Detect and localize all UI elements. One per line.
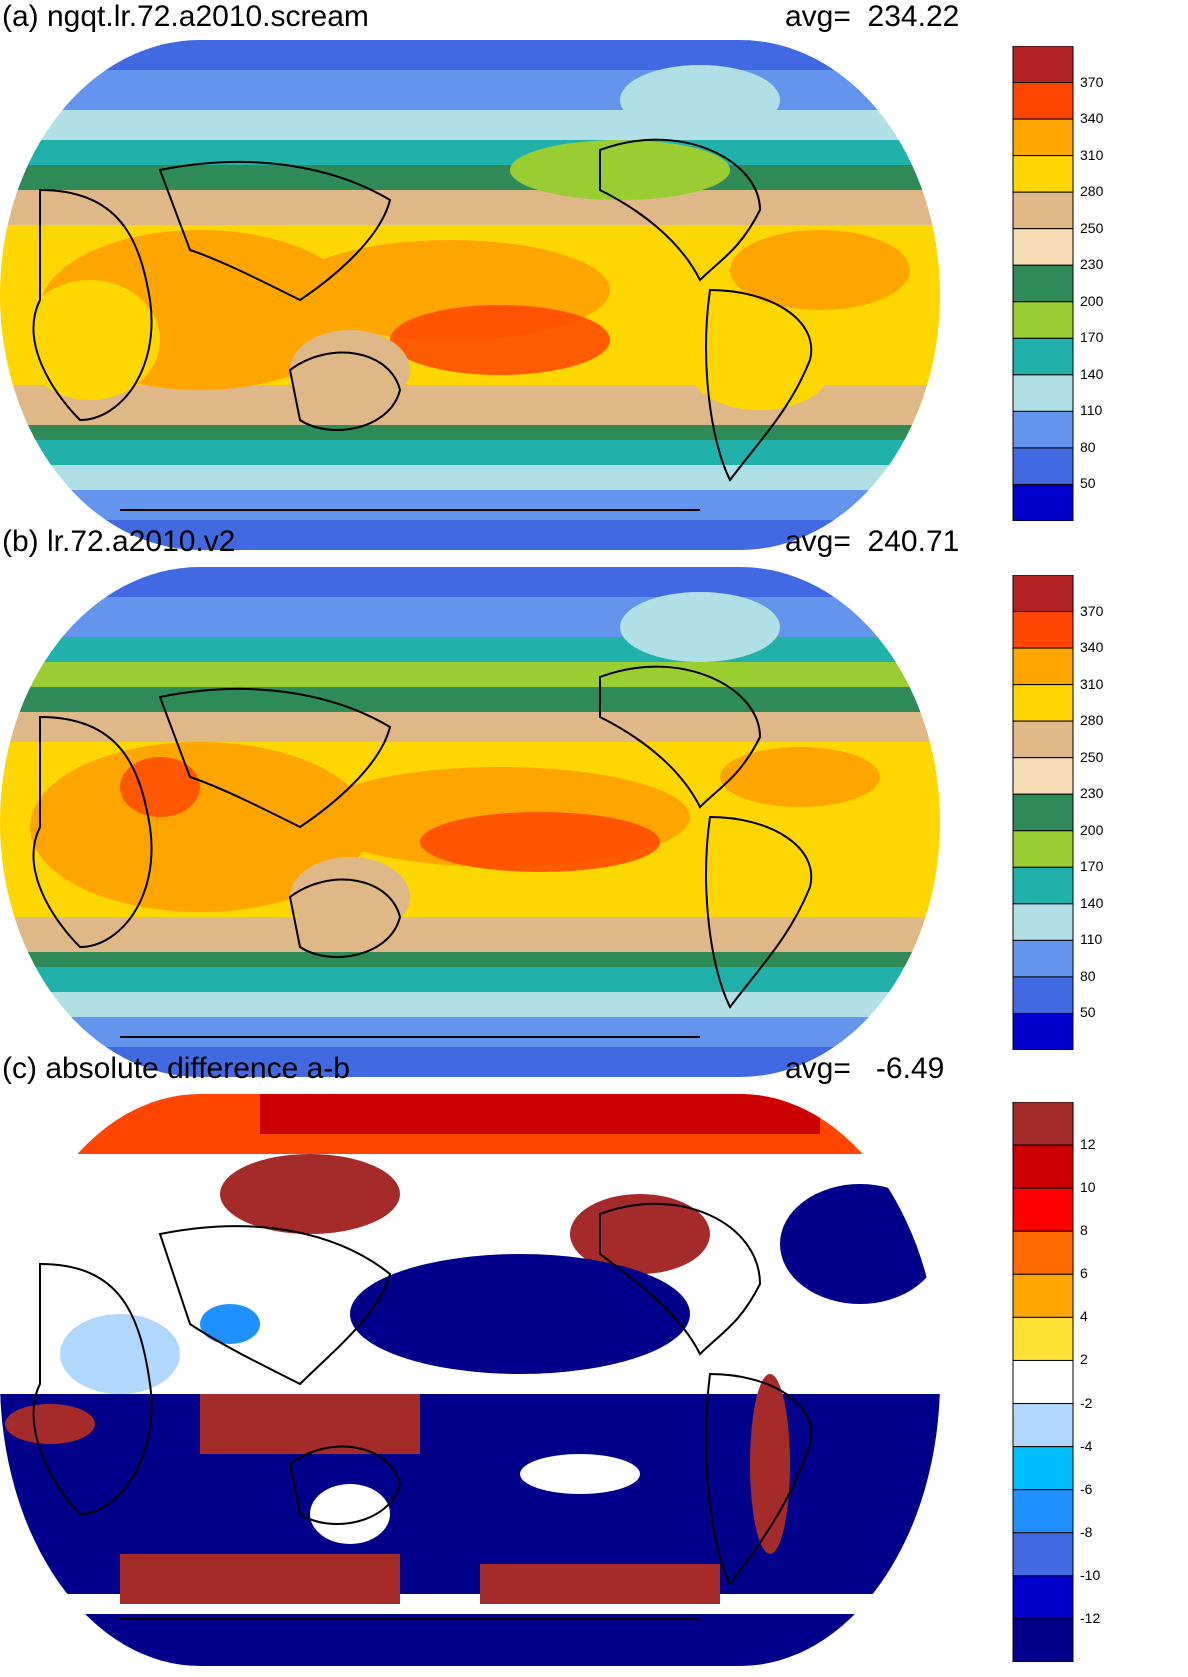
colorbar-swatch [1012, 793, 1074, 832]
colorbar-swatch [1012, 191, 1074, 230]
colorbar-panel-a [1012, 46, 1074, 521]
colorbar-level-label: 140 [1080, 365, 1104, 382]
colorbar-level-label: 340 [1080, 639, 1104, 656]
panel-average: avg= -6.49 [785, 1052, 945, 1085]
colorbar-level-label: -2 [1080, 1394, 1093, 1411]
colorbar-level-label: 200 [1080, 821, 1104, 838]
colorbar-level-label: 6 [1080, 1265, 1088, 1282]
colorbar-swatch [1012, 1532, 1074, 1577]
colorbar-level-label: -8 [1080, 1523, 1093, 1540]
colorbar-swatch [1012, 1446, 1074, 1491]
colorbar-level-label: -6 [1080, 1480, 1093, 1497]
colorbar-level-label: 280 [1080, 183, 1104, 200]
colorbar-swatch [1012, 1273, 1074, 1318]
panel-average: avg= 240.71 [785, 525, 960, 558]
colorbar-swatch [1012, 757, 1074, 795]
colorbar-level-label: 250 [1080, 748, 1104, 765]
colorbar-swatch [1012, 374, 1074, 412]
colorbar-level-label: 200 [1080, 292, 1104, 309]
colorbar-swatch [1012, 976, 1074, 1014]
colorbar-level-label: 50 [1080, 1004, 1096, 1021]
colorbar-swatch [1012, 337, 1074, 376]
colorbar-swatch [1012, 611, 1074, 649]
colorbar-swatch [1012, 1316, 1074, 1361]
colorbar-swatch [1012, 483, 1074, 521]
colorbar-panel-b [1012, 575, 1074, 1050]
colorbar-swatch [1012, 1102, 1074, 1146]
colorbar-level-label: 310 [1080, 675, 1104, 692]
colorbar-swatch [1012, 447, 1074, 485]
colorbar-level-label: 10 [1080, 1179, 1096, 1196]
colorbar-level-label: -10 [1080, 1566, 1101, 1583]
colorbar-swatch [1012, 410, 1074, 449]
colorbar-level-label: 140 [1080, 894, 1104, 911]
colorbar-level-label: 2 [1080, 1351, 1088, 1368]
colorbar-level-label: 370 [1080, 602, 1104, 619]
colorbar-swatch [1012, 720, 1074, 759]
colorbar-level-label: 50 [1080, 475, 1096, 492]
colorbar-level-label: 250 [1080, 219, 1104, 236]
colorbar-level-label: 230 [1080, 785, 1104, 802]
colorbar-level-label: 12 [1080, 1136, 1096, 1153]
panel-title: (a) ngqt.lr.72.a2010.scream [2, 0, 369, 33]
colorbar-level-label: 80 [1080, 438, 1096, 455]
colorbar-swatch [1012, 866, 1074, 905]
colorbar-level-label: 310 [1080, 146, 1104, 163]
colorbar-level-label: 4 [1080, 1308, 1088, 1325]
colorbar-labels-b: 370 340 310 280 250 230 200 170 140 110 80 50 [1080, 575, 1140, 1050]
colorbar-swatch [1012, 1187, 1074, 1232]
colorbar-level-label: 110 [1080, 931, 1103, 948]
colorbar-swatch [1012, 830, 1074, 868]
panel-c: (c) absolute difference a-b avg= -6.49 [0, 1052, 1188, 1672]
colorbar-level-label: 230 [1080, 256, 1104, 273]
colorbar-level-label: 110 [1080, 402, 1103, 419]
colorbar-level-label: 280 [1080, 712, 1104, 729]
panel-average: avg= 234.22 [785, 0, 960, 33]
map-panel-b [0, 567, 940, 1077]
panel-a: (a) ngqt.lr.72.a2010.scream avg= 234.22 [0, 0, 1188, 560]
colorbar-level-label: 8 [1080, 1222, 1088, 1239]
colorbar-swatch [1012, 684, 1074, 722]
colorbar-swatch [1012, 1230, 1074, 1275]
colorbar-level-label: 170 [1080, 329, 1104, 346]
colorbar-swatch [1012, 1489, 1074, 1534]
colorbar-swatch [1012, 301, 1074, 339]
panel-title: (b) lr.72.a2010.v2 [2, 525, 236, 558]
colorbar-swatch [1012, 903, 1074, 941]
colorbar-swatch [1012, 1144, 1074, 1189]
colorbar-swatch [1012, 228, 1074, 266]
colorbar-level-label: -4 [1080, 1437, 1093, 1454]
colorbar-swatch [1012, 264, 1074, 303]
colorbar-swatch [1012, 1575, 1074, 1620]
colorbar-swatch [1012, 155, 1074, 193]
map-panel-c [0, 1094, 940, 1666]
colorbar-level-label: 80 [1080, 967, 1096, 984]
colorbar-swatch [1012, 82, 1074, 120]
colorbar-panel-c [1012, 1102, 1074, 1662]
colorbar-swatch [1012, 46, 1074, 84]
panel-title: (c) absolute difference a-b [2, 1052, 350, 1085]
colorbar-swatch [1012, 118, 1074, 157]
colorbar-level-label: 370 [1080, 73, 1104, 90]
colorbar-level-label: 170 [1080, 858, 1104, 875]
colorbar-labels-c: 12 10 8 6 4 2 -2 -4 -6 -8 -10 -12 [1080, 1102, 1140, 1662]
colorbar-swatch [1012, 647, 1074, 686]
map-panel-a [0, 40, 940, 550]
colorbar-swatch [1012, 1618, 1074, 1662]
panel-b: (b) lr.72.a2010.v2 avg= 240.71 [0, 525, 1188, 1085]
colorbar-swatch [1012, 1012, 1074, 1050]
colorbar-level-label: -12 [1080, 1609, 1101, 1626]
colorbar-swatch [1012, 939, 1074, 978]
colorbar-swatch [1012, 1359, 1074, 1405]
colorbar-labels-a: 370 340 310 280 250 230 200 170 140 110 80 50 [1080, 46, 1140, 521]
colorbar-level-label: 340 [1080, 110, 1104, 127]
colorbar-swatch [1012, 1403, 1074, 1448]
colorbar-swatch [1012, 575, 1074, 613]
